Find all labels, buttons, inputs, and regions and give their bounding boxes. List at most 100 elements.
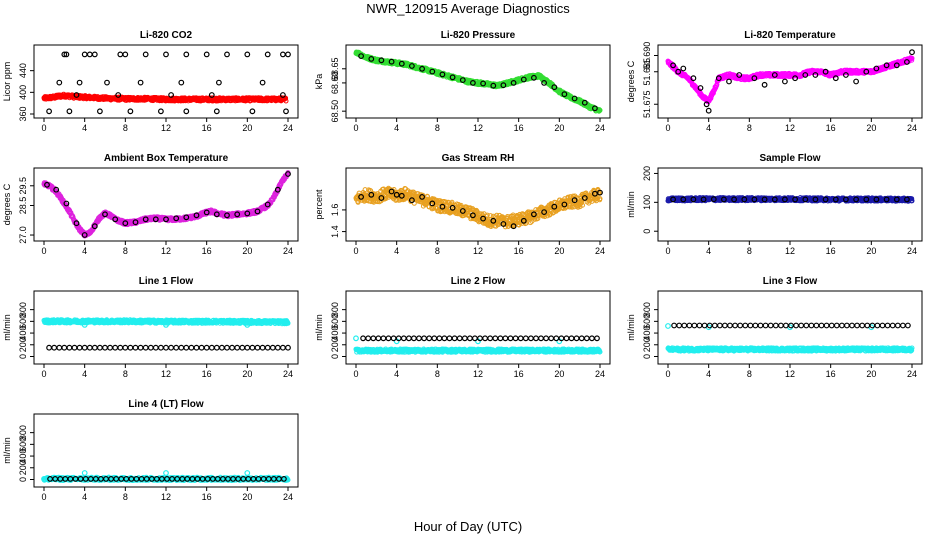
- y-tick-label: 440: [18, 63, 28, 78]
- x-axis: 0 4 8 12 16 20 24: [665, 117, 917, 133]
- data-point: [142, 216, 149, 223]
- data-point: [283, 108, 289, 115]
- x-tick-label: 0: [41, 369, 46, 379]
- x-tick-label: 4: [706, 123, 711, 133]
- data-point: [571, 95, 578, 102]
- y-axis-label: Licor ppm: [2, 62, 12, 102]
- x-tick-label: 16: [826, 123, 836, 133]
- x-tick-label: 0: [41, 123, 46, 133]
- plot-area: [353, 49, 603, 114]
- data-point: [670, 62, 676, 69]
- data-point: [680, 65, 687, 72]
- series-2: [670, 196, 910, 203]
- data-point: [812, 72, 819, 78]
- plot-area: [41, 51, 291, 115]
- y-tick-label: 28.5: [18, 197, 28, 215]
- y-tick-label: 51.690: [642, 42, 652, 70]
- data-point: [270, 197, 276, 203]
- data-point: [163, 51, 169, 58]
- data-point: [168, 92, 175, 98]
- data-point: [388, 58, 395, 65]
- data-point: [137, 79, 144, 86]
- data-point: [91, 51, 98, 58]
- data-point: [761, 81, 768, 88]
- data-point: [690, 75, 697, 82]
- data-point: [449, 204, 456, 211]
- data-point: [127, 108, 134, 115]
- data-point: [264, 201, 271, 208]
- data-point: [853, 196, 859, 203]
- data-point: [741, 196, 748, 203]
- data-point: [909, 55, 915, 61]
- data-point: [73, 220, 80, 227]
- panel-title: Gas Stream RH: [442, 153, 515, 164]
- panel-title: Li-820 CO2: [140, 30, 193, 41]
- y-axis: 360 400 440: [18, 63, 35, 122]
- y-tick-label: 29.5: [18, 177, 28, 195]
- data-point: [597, 107, 603, 113]
- series-2: [44, 171, 291, 238]
- x-tick-label: 16: [202, 246, 212, 256]
- data-point: [193, 212, 200, 219]
- x-tick-label: 8: [435, 123, 440, 133]
- data-point: [490, 217, 497, 224]
- data-point: [271, 194, 277, 200]
- data-point: [163, 216, 169, 223]
- x-tick-label: 12: [785, 246, 795, 256]
- x-tick-label: 0: [41, 246, 46, 256]
- data-point: [458, 202, 464, 208]
- data-point: [285, 171, 291, 177]
- y-axis-label: degrees C: [2, 183, 12, 225]
- x-tick-label: 8: [435, 246, 440, 256]
- data-point: [388, 188, 395, 195]
- data-point: [115, 92, 122, 98]
- data-point: [853, 78, 859, 85]
- data-point: [812, 196, 819, 203]
- series-2: [56, 51, 291, 86]
- y-tick-label: 1.4: [330, 225, 340, 238]
- x-tick-label: 16: [514, 123, 524, 133]
- x-tick-label: 12: [473, 246, 483, 256]
- data-point: [63, 200, 70, 207]
- x-tick-label: 24: [907, 246, 917, 256]
- data-point: [721, 196, 727, 203]
- y-tick-label: 51.675: [642, 90, 652, 118]
- data-point: [73, 92, 80, 98]
- x-tick-label: 4: [82, 369, 87, 379]
- data-point: [690, 196, 697, 203]
- series-1: [665, 55, 915, 105]
- data-point: [423, 202, 428, 208]
- data-point: [274, 186, 281, 193]
- data-point: [419, 193, 426, 200]
- data-point: [208, 92, 215, 98]
- data-point: [500, 221, 507, 227]
- data-point: [61, 51, 68, 58]
- y-axis: 27.028.529.5: [18, 177, 35, 244]
- data-point: [832, 196, 839, 203]
- y-tick-label: 400: [18, 326, 28, 341]
- data-point: [736, 72, 743, 78]
- x-tick-label: 24: [283, 123, 293, 133]
- x-tick-label: 20: [554, 246, 564, 256]
- data-point: [76, 79, 83, 86]
- y-tick-label: 600: [18, 314, 28, 329]
- data-point: [215, 79, 222, 86]
- data-point: [873, 65, 880, 72]
- y-axis-label: percent: [314, 189, 324, 220]
- y-tick-label: 68.60: [330, 72, 340, 95]
- data-point: [368, 191, 375, 198]
- x-tick-label: 8: [123, 246, 128, 256]
- y-tick-label: 360: [18, 106, 28, 121]
- data-point: [419, 65, 426, 72]
- series-2: [358, 53, 598, 112]
- y-tick-label: 400: [18, 85, 28, 100]
- series-1: [353, 185, 603, 230]
- data-point: [541, 209, 547, 216]
- data-point: [592, 105, 598, 112]
- data-point: [703, 101, 710, 108]
